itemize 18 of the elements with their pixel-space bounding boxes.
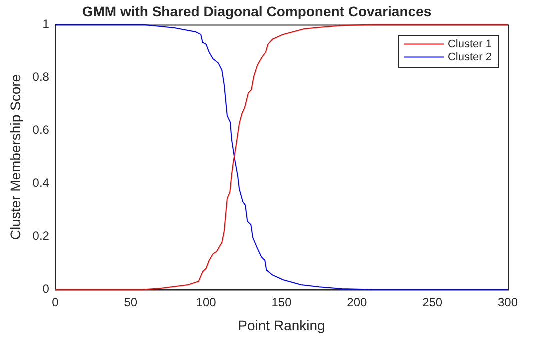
y-tick-label: 0.4 — [32, 176, 50, 190]
x-tick-label: 200 — [347, 295, 368, 310]
x-axis-title: Point Ranking — [238, 317, 326, 334]
legend-label: Cluster 2 — [448, 51, 492, 64]
x-tick-label: 0 — [52, 295, 60, 310]
chart-title: GMM with Shared Diagonal Component Covariances — [82, 3, 432, 20]
y-tick-label: 1 — [42, 17, 50, 32]
x-tick-label: 300 — [498, 295, 518, 310]
y-axis-title: Cluster Membership Score — [7, 74, 24, 240]
legend-label: Cluster 1 — [448, 38, 492, 50]
x-tick-label: 50 — [124, 295, 138, 310]
x-tick-label: 150 — [272, 295, 292, 310]
y-tick-label: 0.6 — [32, 123, 50, 138]
y-tick-label: 0.8 — [32, 70, 50, 84]
x-tick-label: 100 — [196, 295, 217, 310]
y-tick-label: 0 — [42, 282, 50, 296]
y-tick-label: 0.2 — [32, 229, 50, 244]
x-tick-label: 250 — [422, 295, 443, 310]
